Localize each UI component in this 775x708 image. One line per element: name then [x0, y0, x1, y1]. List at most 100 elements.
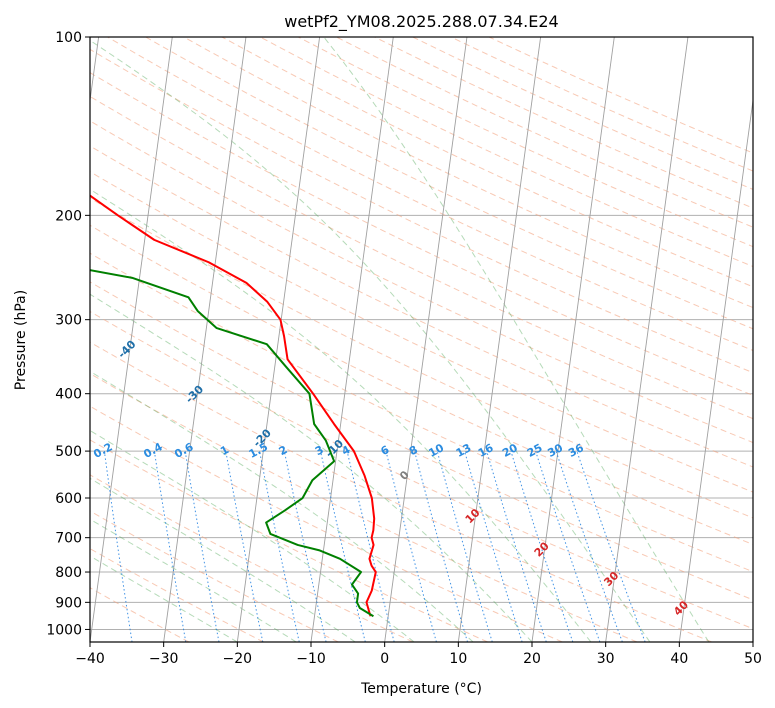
- mixing-ratio-label: 13: [454, 441, 474, 460]
- dry-adiabat-line: [450, 37, 753, 172]
- isotherm-line: [384, 37, 468, 642]
- mixing-ratio-label: 8: [407, 443, 420, 458]
- isotherm-label: -30: [183, 383, 206, 406]
- dry-adiabat-line: [107, 37, 753, 352]
- y-axis: 100 200 300 400 500 600 700 800 900 1000: [46, 30, 90, 638]
- mixing-ratio-label: 10: [426, 441, 446, 460]
- mixing-ratio-line: [283, 450, 327, 642]
- mixing-ratio-line: [576, 450, 646, 642]
- isotherm-label: 40: [671, 598, 691, 618]
- isotherm-label: 0: [397, 468, 412, 483]
- dewpoint-profile-line: [90, 269, 374, 618]
- mixing-ratio-label: 0.6: [172, 440, 196, 461]
- dry-adiabat-line: [90, 197, 753, 519]
- mixing-ratio-line: [486, 450, 547, 642]
- mixing-ratio-line: [346, 450, 395, 642]
- mixing-ratio-labels: 0.1 0.2 0.4 0.6 1 1.5 2 3 4 6 8 10 13 16 20 25 30 36: [91, 440, 586, 461]
- dry-adiabat-line: [336, 37, 753, 228]
- mixing-ratio-label: 2: [277, 443, 290, 458]
- isotherm-label: 10: [463, 506, 483, 526]
- dry-adiabat-line: [90, 252, 753, 573]
- mixing-ratio-label: 36: [566, 441, 586, 460]
- mixing-ratio-line: [385, 450, 437, 642]
- dry-adiabat-line: [412, 37, 753, 190]
- isotherm-line: [531, 37, 615, 642]
- mixing-ratio-label: 0.4: [141, 440, 165, 461]
- dry-adiabat-line: [374, 37, 753, 209]
- moist-adiabat-line: [90, 188, 592, 642]
- mixing-ratio-line: [320, 450, 366, 642]
- mixing-ratio-label: 6: [379, 443, 392, 458]
- y-tick-label: 100: [55, 30, 82, 46]
- isotherm-line: [163, 37, 247, 642]
- isotherm-label: -40: [115, 338, 138, 361]
- x-tick-label: −40: [75, 651, 105, 667]
- dry-adiabat-line: [90, 171, 753, 493]
- y-tick-label: 900: [55, 595, 82, 611]
- y-tick-label: 700: [55, 531, 82, 547]
- dry-adiabat-line: [90, 72, 753, 396]
- isotherm-line: [90, 37, 173, 642]
- x-tick-label: 50: [744, 651, 762, 667]
- mixing-ratio-line: [510, 450, 574, 642]
- moist-adiabat-line: [90, 555, 238, 642]
- mixing-ratio-line: [555, 450, 623, 642]
- isotherm-line: [457, 37, 542, 642]
- y-tick-label: 800: [55, 565, 82, 581]
- mixing-ratio-line: [464, 450, 523, 642]
- mixing-ratio-line: [414, 450, 468, 642]
- y-axis-label: Pressure (hPa): [13, 290, 29, 390]
- moist-adiabat-line: [90, 293, 533, 642]
- mixing-ratio-label: 30: [545, 441, 565, 460]
- mixing-ratio-label: 1.5: [247, 440, 270, 461]
- mixing-ratio-label: 16: [476, 441, 496, 460]
- dry-adiabat-line: [90, 474, 414, 642]
- dry-adiabat-line: [90, 341, 712, 642]
- moist-adiabat-line: [90, 518, 297, 642]
- x-tick-label: 10: [449, 651, 467, 667]
- mixing-ratio-line: [259, 451, 300, 642]
- mixing-ratio-label: 20: [500, 441, 520, 460]
- dry-adiabat-line: [90, 145, 753, 468]
- x-axis-label: Temperature (°C): [360, 681, 482, 697]
- dry-adiabat-line: [90, 48, 753, 374]
- y-tick-label: 200: [55, 208, 82, 224]
- dry-adiabat-line: [183, 37, 753, 309]
- y-tick-label: 600: [55, 491, 82, 507]
- moist-adiabat-line: [323, 37, 710, 642]
- mixing-ratio-line: [225, 451, 264, 642]
- x-tick-label: 0: [380, 651, 389, 667]
- isotherm-line: [752, 638, 753, 642]
- x-tick-label: −10: [296, 651, 326, 667]
- moist-adiabat-line: [90, 39, 651, 642]
- isotherm-line: [678, 97, 753, 642]
- mixing-ratio-line: [535, 450, 601, 642]
- x-axis: −40 −30 −20 −10 0 10 20 30 40 50: [75, 642, 762, 667]
- sounding-series: [90, 194, 377, 618]
- isotherm-line: [310, 37, 394, 642]
- temperature-profile-line: [90, 194, 377, 617]
- isotherm-line: [605, 37, 689, 642]
- dry-adiabat-line: [90, 281, 753, 601]
- background-lines: [90, 37, 753, 642]
- mixing-ratio-line: [436, 450, 493, 642]
- dry-adiabat-line: [90, 120, 753, 444]
- dry-adiabat-line: [90, 439, 488, 642]
- plot-frame: [89, 36, 754, 643]
- dry-adiabat-line: [221, 37, 753, 288]
- x-tick-label: −20: [223, 651, 253, 667]
- y-tick-label: 300: [55, 313, 82, 329]
- y-tick-label: 500: [55, 444, 82, 460]
- mixing-ratio-line: [184, 451, 220, 642]
- dry-adiabat-line: [90, 95, 753, 420]
- moist-adiabat-line: [90, 477, 356, 642]
- dry-adiabat-line: [145, 37, 753, 330]
- dry-adiabat-line: [259, 37, 753, 268]
- x-tick-label: 20: [523, 651, 541, 667]
- dry-adiabat-line: [90, 405, 563, 642]
- x-tick-label: 40: [670, 651, 688, 667]
- mixing-ratio-label: 4: [340, 443, 353, 458]
- dry-adiabat-line: [90, 548, 264, 642]
- dry-adiabat-line: [90, 310, 753, 630]
